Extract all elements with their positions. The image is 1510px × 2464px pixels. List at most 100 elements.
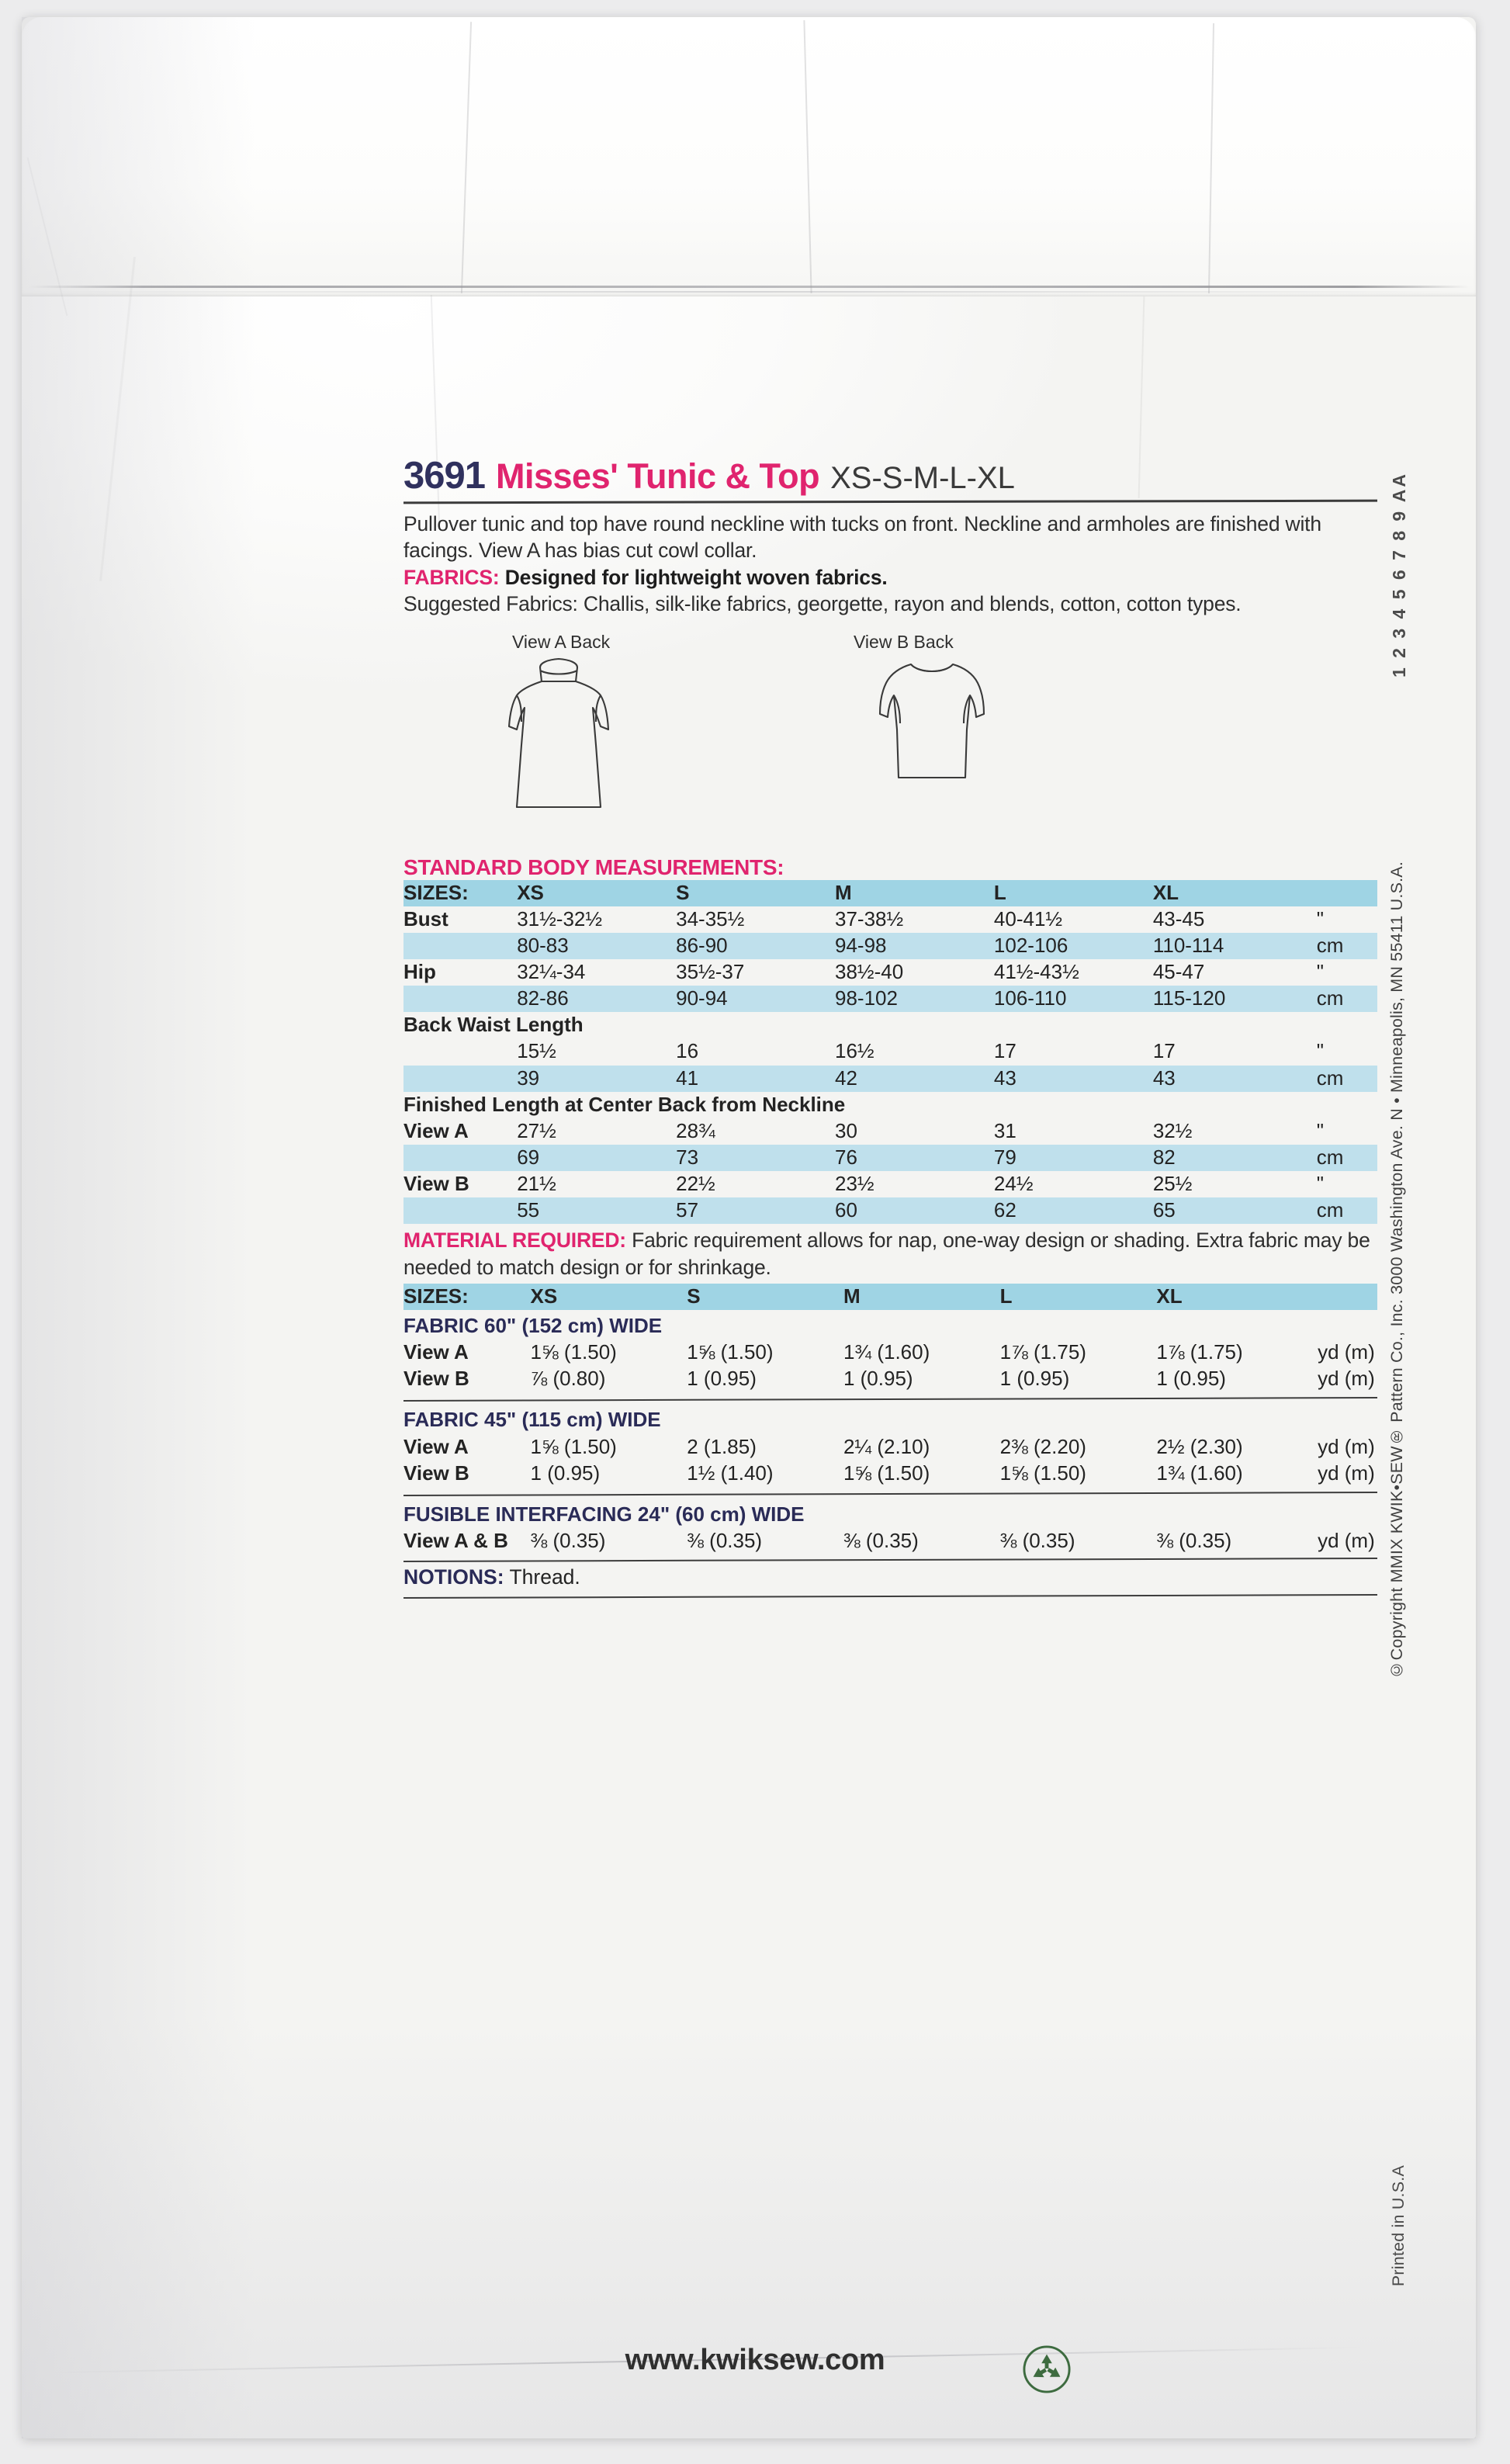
unit-cell: yd (m) [1318,1367,1375,1391]
table-row: 55 57 60 62 65 cm [403,1197,1377,1225]
size-m: M [835,879,994,906]
cell: 1 (0.95) [843,1367,913,1391]
copyright-notice: ©Copyright MMIX KWIK•SEW® Pattern Co., I… [1387,861,1406,1679]
unit-cell: yd (m) [1318,1434,1375,1458]
unit-header [1311,879,1377,906]
table-row: 39 41 42 43 43 cm [403,1065,1377,1092]
cell: ⅜ (0.35) [843,1528,919,1552]
view-a-caption: View A Back [512,631,611,652]
cell: ⅜ (0.35) [999,1528,1075,1552]
table-row: View A 1⅝ (1.50) 2 (1.85) 2¼ (2.10) 2⅜ (… [403,1434,1377,1461]
sizes-label: SIZES: [403,1284,531,1311]
recycle-icon [1023,2345,1071,2393]
cell: 32¼-34 [517,960,586,984]
table-row: Finished Length at Center Back from Neck… [403,1092,1377,1118]
cell: 43 [993,1065,1153,1092]
cell: 24½ [993,1171,1034,1195]
cell: 39 [517,1065,677,1092]
cell: 1¾ (1.60) [843,1340,930,1364]
unit-cell: " [1316,1171,1324,1195]
cell: 1⅝ (1.50) [843,1461,930,1485]
cell: ⅞ (0.80) [530,1367,606,1391]
row-label-spacer [403,986,518,1013]
section-heading-fabric-60: FABRIC 60" (152 cm) WIDE [403,1314,663,1338]
cell: 62 [993,1197,1153,1225]
row-label-spacer [403,1065,518,1092]
size-l: L [999,1284,1157,1311]
cell: ⅜ (0.35) [1156,1528,1232,1552]
description-text: Pullover tunic and top have round neckli… [403,512,1321,563]
cell: 115-120 [1152,986,1312,1013]
cell: 1 (0.95) [1156,1367,1226,1391]
cell: ⅜ (0.35) [530,1528,606,1552]
cell: 82 [1152,1144,1312,1171]
size-xl: XL [1152,879,1312,906]
row-label-view-a: View A [403,1434,469,1458]
cell: 1 (0.95) [687,1367,757,1391]
cell: 1⅞ (1.75) [1156,1340,1243,1364]
unit-cell: " [1316,960,1324,984]
row-label-view-b: View B [403,1367,469,1391]
cell: 34-35½ [676,906,745,930]
material-required-block: MATERIAL REQUIRED: Fabric requirement al… [403,1227,1377,1281]
view-a-drawing [507,657,610,808]
cell: 106-110 [993,986,1153,1013]
cell: 1 (0.95) [999,1367,1070,1391]
table-row: View A & B ⅜ (0.35) ⅜ (0.35) ⅜ (0.35) ⅜ … [403,1528,1377,1554]
size-m: M [843,1284,1000,1311]
cell: 15½ [517,1039,556,1063]
fabrics-text: Designed for lightweight woven fabrics. [504,565,888,589]
fabrics-line: FABRICS: Designed for lightweight woven … [403,564,1377,591]
cell: 40-41½ [993,906,1063,930]
cell: 57 [676,1197,836,1225]
unit-header [1313,1284,1377,1311]
section-heading-fusible-interfacing: FUSIBLE INTERFACING 24" (60 cm) WIDE [403,1502,805,1526]
cell: 17 [1152,1039,1176,1063]
website-url[interactable]: www.kwiksew.com [625,2344,885,2376]
notions-divider-bottom [403,1594,1377,1599]
cell: 1½ (1.40) [687,1461,774,1485]
cell: 90-94 [676,986,836,1013]
cell: 31½-32½ [517,906,603,930]
cell: 2 (1.85) [687,1434,757,1458]
unit-cell: cm [1311,932,1377,960]
cell: 16 [676,1039,699,1063]
row-label-view-b: View B [403,1461,469,1485]
cell: 1⅝ (1.50) [687,1340,774,1364]
notions-divider-top [403,1558,1377,1563]
cell: 102-106 [993,932,1153,960]
cell: 43 [1152,1065,1312,1092]
cell: 38½-40 [835,960,904,984]
cell: 1⅝ (1.50) [999,1461,1086,1485]
cell: 1⅝ (1.50) [530,1434,617,1458]
sizes-label: SIZES: [403,879,518,906]
row-label-spacer [403,932,518,960]
table-row: 80-83 86-90 94-98 102-106 110-114 cm [403,932,1377,960]
body-measurements-title: STANDARD BODY MEASUREMENTS: [403,854,784,879]
footer: www.kwiksew.com [0,2344,1510,2377]
flap-fold-line-secondary [31,291,1467,293]
size-xs: XS [530,1284,687,1311]
cell: 1 (0.95) [530,1461,601,1485]
pattern-number: 3691 [403,455,486,497]
cell: 2⅜ (2.20) [999,1434,1086,1458]
cell: 76 [835,1144,994,1171]
size-xl: XL [1156,1284,1314,1311]
table-row [403,1392,1377,1407]
row-label-view-a-and-b: View A & B [403,1528,508,1552]
description-block: Pullover tunic and top have round neckli… [403,511,1377,618]
cell: 55 [517,1197,677,1225]
cell: 80-83 [517,932,677,960]
row-label-hip: Hip [403,960,436,984]
sizes-header-row: SIZES: XS S M L XL [403,1284,1377,1311]
fabrics-label: FABRICS: [403,565,500,589]
size-s: S [687,1284,843,1311]
unit-cell: " [1316,1118,1324,1142]
view-b-caption: View B Back [854,631,954,652]
size-s: S [676,879,836,906]
notions-label: NOTIONS: [403,1565,504,1589]
unit-cell: " [1316,1039,1324,1063]
table-row: View A 27½ 28¾ 30 31 32½ " [403,1118,1377,1145]
unit-cell: cm [1311,1065,1377,1092]
